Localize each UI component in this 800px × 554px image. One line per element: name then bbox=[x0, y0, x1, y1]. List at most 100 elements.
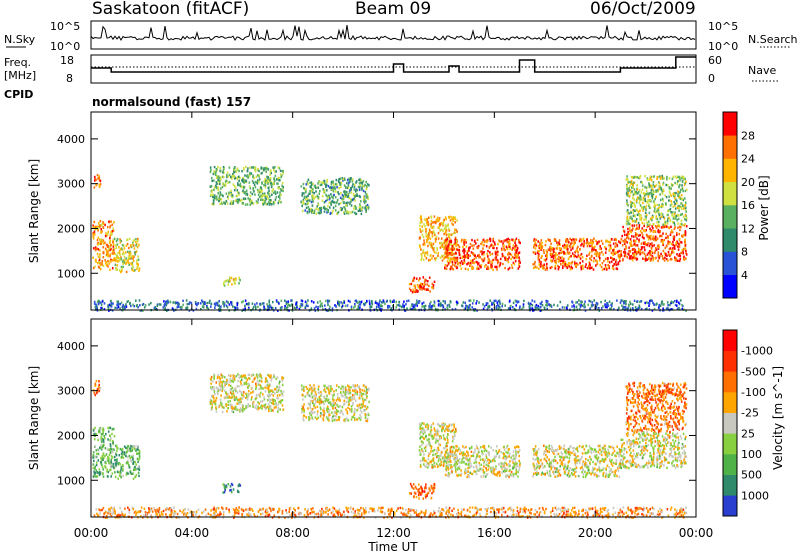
scatter-cell bbox=[474, 309, 476, 312]
scatter-cell bbox=[644, 199, 647, 203]
scatter-cell bbox=[675, 176, 678, 179]
scatter-cell bbox=[154, 307, 156, 311]
scatter-cell bbox=[188, 302, 190, 305]
scatter-cell bbox=[274, 392, 276, 395]
scatter-cell bbox=[641, 181, 643, 184]
scatter-cell bbox=[254, 186, 257, 189]
scatter-cell bbox=[670, 211, 672, 214]
scatter-cell bbox=[126, 238, 129, 241]
scatter-cell bbox=[323, 210, 326, 213]
scatter-cell bbox=[566, 245, 569, 248]
scatter-cell bbox=[639, 199, 641, 202]
scatter-cell bbox=[94, 465, 96, 468]
scatter-cell bbox=[132, 462, 134, 465]
scatter-cell bbox=[251, 380, 254, 383]
scatter-cell bbox=[219, 167, 222, 170]
scatter-cell bbox=[345, 201, 347, 205]
scatter-cell bbox=[573, 304, 575, 307]
nsky-tick-bottom: 10^0 bbox=[50, 40, 80, 53]
scatter-cell bbox=[504, 258, 507, 261]
scatter-cell bbox=[138, 468, 141, 471]
scatter-cell bbox=[101, 300, 104, 303]
scatter-cell bbox=[100, 224, 103, 227]
scatter-cell bbox=[266, 179, 269, 182]
scatter-cell bbox=[396, 303, 398, 307]
scatter-cell bbox=[279, 306, 282, 310]
scatter-cell bbox=[546, 252, 548, 255]
scatter-cell bbox=[677, 190, 679, 193]
scatter-cell bbox=[444, 264, 447, 267]
scatter-cell bbox=[115, 454, 118, 457]
scatter-cell bbox=[669, 192, 672, 195]
scatter-cell bbox=[625, 302, 627, 306]
scatter-cell bbox=[672, 194, 675, 198]
scatter-cell bbox=[423, 306, 426, 309]
scatter-cell bbox=[673, 223, 676, 226]
scatter-cell bbox=[267, 307, 270, 310]
scatter-cell bbox=[676, 307, 679, 310]
scatter-cell bbox=[102, 468, 104, 471]
scatter-cell bbox=[419, 284, 421, 287]
scatter-cell bbox=[426, 240, 428, 244]
scatter-cell bbox=[96, 247, 98, 250]
scatter-cell bbox=[518, 241, 520, 244]
scatter-cell bbox=[227, 181, 229, 184]
scatter-cell bbox=[107, 245, 109, 248]
scatter-cell bbox=[100, 303, 103, 306]
scatter-cell bbox=[559, 248, 562, 252]
scatter-cell bbox=[108, 240, 111, 243]
scatter-cell bbox=[426, 251, 428, 255]
scatter-cell bbox=[326, 180, 328, 184]
scatter-cell bbox=[558, 241, 560, 244]
scatter-cell bbox=[648, 302, 651, 305]
scatter-cell bbox=[631, 235, 633, 238]
scatter-cell bbox=[276, 394, 279, 397]
scatter-cell bbox=[99, 428, 102, 431]
scatter-cell bbox=[185, 299, 188, 302]
scatter-cell bbox=[625, 178, 627, 181]
scatter-cell bbox=[432, 286, 435, 290]
scatter-cell bbox=[628, 180, 630, 184]
scatter-cell bbox=[352, 183, 354, 186]
scatter-cell bbox=[108, 457, 110, 460]
scatter-cell bbox=[432, 226, 435, 229]
scatter-cell bbox=[421, 225, 424, 228]
scatter-cell bbox=[582, 264, 584, 267]
scatter-cell bbox=[558, 246, 561, 250]
scatter-cell bbox=[106, 468, 108, 471]
scatter-cell bbox=[101, 432, 104, 436]
scatter-cell bbox=[679, 197, 682, 200]
scatter-cell bbox=[109, 451, 112, 455]
scatter-cell bbox=[101, 465, 104, 469]
scatter-cell bbox=[626, 218, 629, 222]
scatter-cell bbox=[319, 303, 322, 306]
scatter-cell bbox=[134, 269, 136, 272]
scatter-cell bbox=[216, 301, 219, 305]
scatter-cell bbox=[677, 205, 679, 208]
scatter-cell bbox=[118, 259, 120, 263]
scatter-cell bbox=[242, 300, 244, 303]
scatter-cell bbox=[418, 279, 420, 282]
scatter-cell bbox=[626, 175, 628, 178]
scatter-cell bbox=[285, 306, 288, 310]
scatter-cell bbox=[252, 181, 255, 184]
scatter-cell bbox=[251, 179, 254, 183]
scatter-cell bbox=[235, 278, 237, 281]
scatter-cell bbox=[119, 307, 121, 310]
scatter-cell bbox=[310, 300, 313, 303]
scatter-cell bbox=[443, 241, 446, 245]
scatter-cell bbox=[137, 255, 139, 258]
scatter-cell bbox=[529, 303, 531, 306]
scatter-cell bbox=[109, 268, 111, 271]
scatter-cell bbox=[243, 407, 246, 411]
scatter-cell bbox=[110, 455, 113, 458]
scatter-cell bbox=[485, 303, 488, 306]
scatter-cell bbox=[591, 239, 594, 242]
scatter-cell bbox=[380, 301, 383, 304]
scatter-cell bbox=[572, 255, 575, 258]
scatter-cell bbox=[454, 216, 456, 219]
scatter-cell bbox=[95, 432, 98, 436]
scatter-cell bbox=[360, 200, 362, 203]
scatter-cell bbox=[99, 301, 102, 304]
scatter-cell bbox=[625, 233, 628, 236]
